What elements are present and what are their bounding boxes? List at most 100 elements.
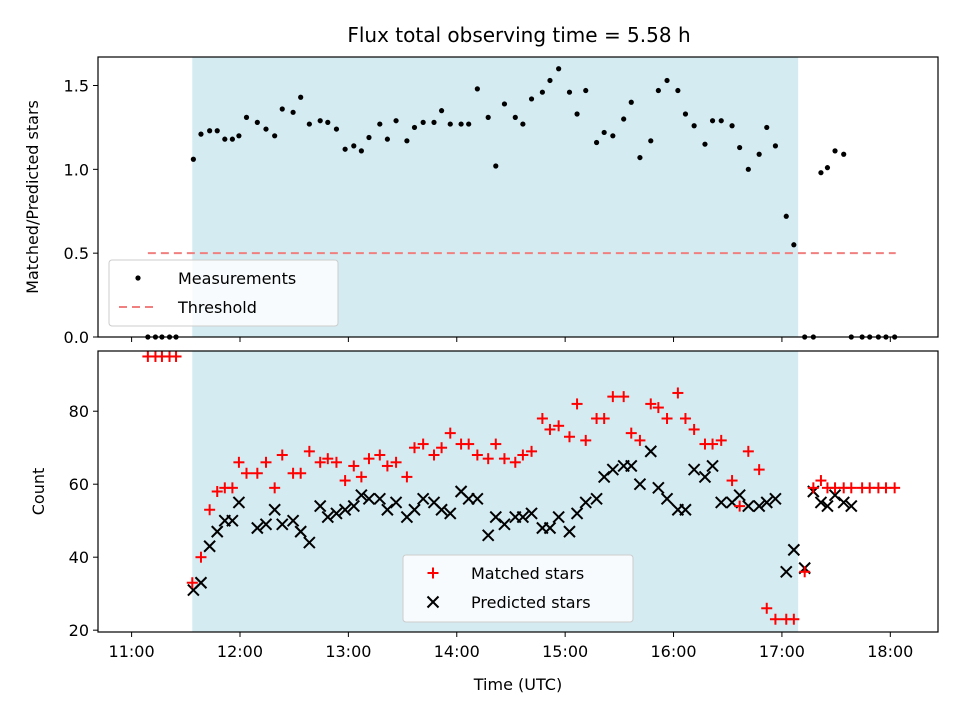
matched-stars-point (807, 482, 819, 494)
measurement-point (528, 96, 535, 102)
measurement-point (458, 121, 464, 127)
measurement-point (298, 94, 304, 100)
matched-stars-point (498, 453, 510, 465)
matched-stars-point (471, 449, 483, 461)
predicted-stars-point (203, 540, 216, 553)
predicted-stars-point (706, 459, 719, 473)
matched-stars-point (726, 475, 738, 487)
measurement-point (791, 242, 797, 248)
measurement-point (404, 138, 410, 144)
measurement-point (583, 87, 589, 94)
predicted-stars-point (570, 507, 584, 520)
measurement-point (485, 114, 491, 120)
predicted-stars-point (780, 565, 793, 578)
predicted-stars-point (552, 510, 565, 524)
measurement-point (547, 77, 553, 84)
predicted-stars-point (814, 496, 828, 509)
top-panel: 0.0 0.5 1.0 1.5 Matched/Predicted stars Mea… (23, 56, 939, 347)
measurement-point (306, 121, 312, 127)
measurement-point (675, 87, 681, 94)
matched-stars-point (618, 391, 630, 403)
measurement-point (438, 108, 445, 114)
matched-stars-point (390, 456, 402, 468)
bottom-legend: Matched stars Predicted stars (402, 554, 634, 623)
measurement-point (702, 141, 708, 147)
measurement-point (420, 119, 426, 125)
matched-stars-point (436, 442, 448, 454)
matched-stars-point (330, 456, 342, 468)
measurement-point (214, 128, 220, 134)
predicted-stars-point (268, 503, 281, 516)
matched-stars-point (509, 456, 521, 468)
measurement-point (818, 170, 824, 176)
predicted-stars-point (652, 481, 665, 495)
matched-stars-point (742, 445, 754, 457)
predicted-stars-point (733, 488, 746, 502)
measurement-point (325, 119, 331, 125)
measurement-point (745, 166, 751, 172)
measurement-point (207, 128, 213, 134)
measurement-point (593, 139, 600, 146)
matched-stars-point (381, 460, 393, 472)
matched-stars-point (295, 467, 307, 479)
matched-stars-point (463, 438, 475, 450)
predicted-stars-point (625, 459, 638, 473)
predicted-stars-point (679, 503, 692, 516)
matched-stars-point (679, 413, 691, 425)
predicted-stars-point (347, 499, 361, 513)
matched-stars-point (517, 449, 529, 461)
matched-stars-point (401, 471, 413, 483)
matched-stars-point (607, 391, 619, 403)
x-tick-label: 14:00 (434, 642, 480, 661)
x-tick-label: 15:00 (542, 642, 588, 661)
measurement-point (351, 143, 357, 149)
bottom-y-tick-label: 60 (69, 475, 89, 494)
measurement-point (574, 111, 580, 117)
predicted-stars-point (543, 521, 557, 535)
top-y-tick-label: 1.5 (64, 77, 89, 96)
measurement-point (772, 143, 779, 149)
predicted-stars-point (769, 492, 782, 506)
measurement-point (566, 89, 573, 95)
bottom-panel: 20 40 60 80 11:00 12:00 13:00 14:00 15:00 16:00 1… (29, 350, 939, 694)
measurement-point (466, 121, 472, 127)
top-plot-frame (97, 56, 939, 338)
legend-predicted-label: Predicted stars (471, 593, 591, 612)
measurement-point (377, 121, 383, 127)
measurement-point (229, 136, 235, 142)
measurement-point (556, 66, 562, 72)
predicted-stars-point (321, 510, 334, 524)
top-y-tick-label: 0.5 (64, 244, 89, 263)
predicted-stars-point (389, 496, 403, 509)
matched-stars-point (707, 438, 719, 450)
matched-stars-point (815, 475, 827, 487)
matched-stars-point (408, 442, 420, 454)
matched-stars-point (672, 387, 684, 399)
measurement-point (539, 89, 545, 95)
predicted-stars-point (303, 536, 316, 549)
matched-stars-point (526, 445, 538, 457)
matched-stars-point (715, 434, 727, 446)
measurement-point (648, 138, 654, 144)
measurement-point (431, 119, 437, 125)
matched-stars-point (634, 434, 646, 446)
predicted-stars-point (471, 492, 484, 506)
predicted-stars-point (525, 507, 538, 520)
predicted-stars-point (698, 470, 712, 484)
predicted-stars-point (373, 492, 387, 506)
predicted-stars-point (845, 499, 858, 513)
matched-stars-point (625, 427, 637, 439)
predicted-stars-point (606, 463, 620, 476)
matched-stars-point (170, 350, 182, 362)
matched-stars-point (563, 431, 575, 443)
legend-matched-label: Matched stars (471, 564, 584, 583)
predicted-stars-point (313, 499, 327, 513)
matched-stars-point (482, 453, 494, 465)
top-y-axis-label: Matched/Predicted stars (23, 100, 42, 294)
predicted-stars-point (498, 518, 511, 531)
measurement-point (447, 121, 453, 127)
measurement-point (718, 118, 724, 124)
predicted-stars-point (644, 445, 657, 458)
x-tick-label: 13:00 (325, 642, 371, 661)
measurement-point (493, 163, 499, 169)
